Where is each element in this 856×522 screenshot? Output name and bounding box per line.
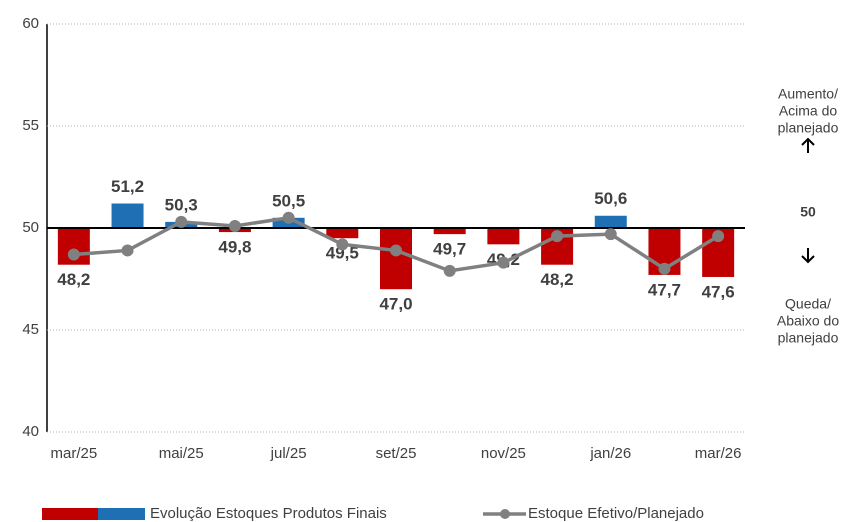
line-marker — [551, 230, 564, 243]
y-tick-label: 45 — [22, 321, 39, 338]
annotation: Aumento/ — [778, 86, 838, 102]
data-label: 47,7 — [648, 280, 681, 299]
y-tick-label: 50 — [22, 219, 39, 236]
bar — [594, 215, 627, 228]
bar — [380, 228, 412, 290]
line-marker — [175, 215, 188, 228]
y-tick-label: 40 — [22, 423, 39, 440]
legend-swatch — [98, 508, 145, 520]
data-label: 49,5 — [326, 244, 359, 263]
annotation: planejado — [778, 120, 839, 136]
line-marker — [390, 244, 402, 257]
line-marker — [604, 228, 617, 241]
line-marker — [712, 230, 725, 243]
bar — [433, 228, 466, 235]
data-label: 48,2 — [57, 270, 90, 289]
line-marker — [443, 264, 456, 277]
x-tick-label: mar/26 — [695, 445, 742, 462]
data-label: 47,0 — [379, 295, 412, 314]
legend-marker — [500, 509, 510, 519]
data-label: 48,2 — [541, 270, 574, 289]
bar — [111, 203, 144, 228]
bar — [326, 228, 359, 239]
line-marker — [228, 219, 241, 232]
legend-label: Evolução Estoques Produtos Finais — [150, 505, 387, 522]
annotation: Queda/ — [785, 296, 831, 312]
data-label: 50,5 — [272, 191, 305, 210]
annotation: planejado — [778, 330, 839, 346]
x-tick-label: mai/25 — [159, 445, 204, 462]
bar — [487, 228, 520, 245]
arrow-up — [801, 137, 815, 153]
line-marker — [336, 238, 349, 251]
line-marker — [121, 244, 134, 257]
annotation: Acima do — [779, 103, 838, 119]
arrow-down — [801, 248, 815, 264]
data-label: 50,6 — [594, 189, 627, 208]
data-label: 47,6 — [702, 282, 735, 301]
line-marker — [658, 262, 671, 275]
x-tick-label: jul/25 — [270, 445, 307, 462]
y-tick-label: 60 — [22, 15, 39, 32]
annotation: Abaixo do — [777, 313, 839, 329]
data-label: 51,2 — [111, 177, 144, 196]
annotation: 50 — [800, 204, 816, 220]
legend-swatch — [42, 508, 98, 520]
line-marker — [67, 248, 80, 261]
legend-label: Estoque Efetivo/Planejado — [528, 505, 704, 522]
data-label: 49,8 — [218, 238, 251, 257]
x-tick-label: jan/26 — [589, 445, 631, 462]
data-label: 50,3 — [165, 195, 198, 214]
x-tick-label: set/25 — [376, 445, 417, 462]
data-label: 49,7 — [433, 240, 466, 259]
line-marker — [282, 211, 295, 224]
x-tick-label: nov/25 — [481, 445, 526, 462]
y-tick-label: 55 — [22, 117, 39, 134]
x-tick-label: mar/25 — [51, 445, 98, 462]
line-marker — [497, 256, 510, 269]
